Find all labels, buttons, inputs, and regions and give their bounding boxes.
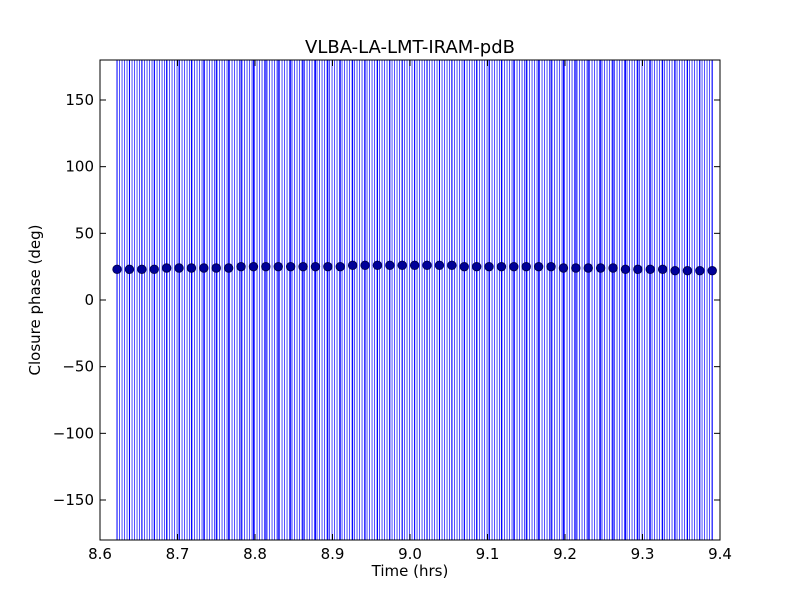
- data-point: [484, 261, 494, 272]
- y-tick-label: −150: [53, 491, 94, 509]
- data-point: [496, 261, 507, 272]
- data-point: [112, 264, 122, 275]
- data-point: [459, 261, 469, 272]
- data-point: [360, 260, 370, 271]
- data-point: [372, 260, 383, 271]
- data-point: [323, 261, 333, 272]
- data-point: [397, 260, 407, 271]
- y-axis-label: Closure phase (deg): [26, 225, 44, 376]
- y-tick-label: 150: [65, 91, 94, 109]
- x-axis-label: Time (hrs): [371, 562, 449, 580]
- data-point: [657, 264, 668, 275]
- data-point: [546, 261, 556, 272]
- x-tick-label: 9.4: [708, 545, 732, 563]
- data-point: [707, 265, 717, 276]
- data-point: [409, 260, 420, 271]
- data-point: [199, 263, 209, 273]
- error-bars-layer: [114, 59, 716, 541]
- data-point: [533, 261, 544, 272]
- data-point: [633, 264, 643, 275]
- x-tick-label: 9.2: [553, 545, 577, 563]
- data-point: [434, 260, 445, 271]
- data-point: [645, 264, 655, 275]
- data-point: [595, 263, 606, 273]
- y-tick-label: 50: [75, 224, 94, 242]
- y-tick-label: 100: [65, 158, 94, 176]
- data-points-layer: [112, 260, 717, 276]
- x-tick-label: 8.8: [243, 545, 267, 563]
- data-point: [422, 260, 432, 271]
- data-point: [137, 264, 147, 275]
- data-point: [298, 261, 308, 272]
- ticks-layer: 8.6 8.7 8.8 8.9 9.0 9.1 9.2 9.3 9.4 −150 −100 −50 0 5…: [53, 60, 732, 563]
- data-point: [211, 263, 221, 273]
- data-point: [670, 265, 680, 276]
- data-point: [347, 260, 358, 271]
- data-point: [285, 261, 296, 272]
- y-tick-label: 0: [84, 291, 94, 309]
- data-point: [608, 263, 618, 273]
- data-point: [149, 264, 159, 275]
- x-tick-label: 9.1: [476, 545, 500, 563]
- data-point: [273, 261, 283, 272]
- data-point: [521, 261, 531, 272]
- data-point: [447, 260, 457, 271]
- x-tick-label: 8.6: [88, 545, 112, 563]
- x-tick-label: 8.9: [321, 545, 345, 563]
- data-point: [682, 265, 693, 276]
- data-point: [236, 261, 246, 272]
- data-point: [509, 261, 519, 272]
- data-point: [186, 263, 197, 273]
- data-point: [223, 263, 234, 273]
- y-tick-label: −50: [62, 358, 94, 376]
- chart-title: VLBA-LA-LMT-IRAM-pdB: [305, 37, 515, 58]
- data-point: [695, 265, 705, 276]
- y-tick-label: −100: [53, 424, 94, 442]
- data-point: [385, 260, 395, 271]
- data-point: [174, 263, 184, 273]
- x-tick-label: 9.3: [631, 545, 655, 563]
- data-point: [161, 263, 172, 273]
- x-tick-label: 9.0: [398, 545, 422, 563]
- data-point: [471, 261, 482, 272]
- data-point: [583, 263, 593, 273]
- data-point: [571, 263, 581, 273]
- data-point: [335, 261, 345, 272]
- data-point: [558, 263, 569, 273]
- data-point: [620, 264, 631, 275]
- x-tick-label: 8.7: [166, 545, 190, 563]
- data-point: [310, 261, 321, 272]
- data-point: [248, 261, 259, 272]
- data-point: [124, 264, 135, 275]
- data-point: [261, 261, 271, 272]
